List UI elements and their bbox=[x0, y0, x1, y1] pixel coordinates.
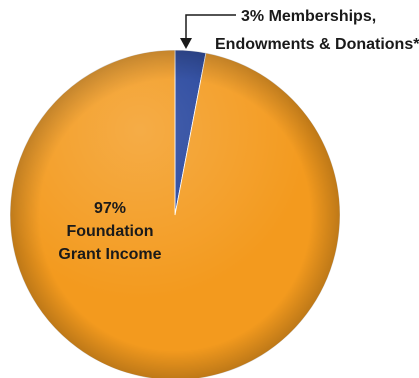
label-foundation-line2: Foundation bbox=[66, 223, 153, 240]
label-memberships-line1: 3% Memberships, bbox=[241, 8, 376, 25]
callout-arrowhead bbox=[180, 38, 192, 49]
label-foundation-percent: 97% bbox=[94, 200, 126, 217]
label-memberships-line2: Endowments & Donations* bbox=[215, 36, 419, 53]
label-foundation-line3: Grant Income bbox=[58, 246, 161, 263]
callout-leader-line bbox=[185, 14, 236, 40]
pie-highlight bbox=[10, 50, 340, 378]
